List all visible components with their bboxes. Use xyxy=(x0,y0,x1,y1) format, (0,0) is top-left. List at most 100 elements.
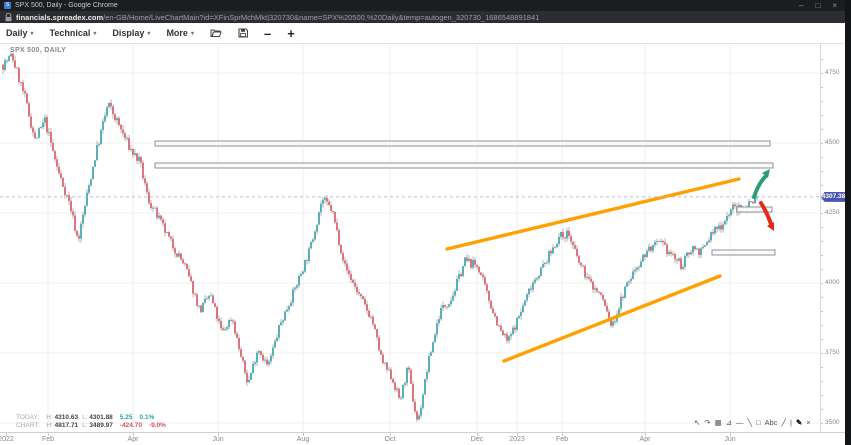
redo-tool-icon[interactable]: ↷ xyxy=(704,418,711,427)
today-low-label: L: xyxy=(82,414,88,421)
axes-tool-icon[interactable]: ⊿ xyxy=(725,418,732,427)
restore-button[interactable]: □ xyxy=(815,1,821,10)
price-axis-tick xyxy=(821,269,823,270)
chevron-down-icon: ▾ xyxy=(147,30,151,37)
price-axis-tick xyxy=(821,213,823,214)
chevron-down-icon: ▾ xyxy=(93,30,97,37)
zoom-in-button[interactable]: + xyxy=(287,25,295,41)
time-axis-tick xyxy=(48,433,49,436)
resistance-zone[interactable] xyxy=(711,249,776,256)
menu-technical[interactable]: Technical ▾ xyxy=(49,28,97,38)
time-axis-label: Jun xyxy=(212,436,224,443)
price-axis-tick xyxy=(821,143,823,144)
chart-change: -424.70 xyxy=(119,421,142,429)
ray-tool-icon[interactable]: ╱ xyxy=(781,418,786,427)
window-title: SPX 500, Daily - Google Chrome xyxy=(15,2,118,9)
today-stats-row: TODAY: H: 4310.63 L: 4301.88 5.25 0.1% xyxy=(16,414,166,422)
chart-area[interactable]: SPX 500, DAILY TODAY: H: 4310.63 L: 4301.8… xyxy=(0,44,820,432)
symbol-label: SPX 500, DAILY xyxy=(10,47,67,54)
bullish-arrow-head-icon[interactable] xyxy=(762,169,770,178)
price-axis-tick xyxy=(821,101,823,102)
hline-tool-icon[interactable]: — xyxy=(735,418,744,427)
window-titlebar: S SPX 500, Daily - Google Chrome – □ × xyxy=(0,0,851,11)
time-axis-label: Apr xyxy=(127,436,139,443)
rect-tool-icon[interactable]: □ xyxy=(756,418,761,427)
candles xyxy=(2,51,758,423)
time-axis-tick xyxy=(645,433,646,436)
resistance-zone[interactable] xyxy=(736,206,773,213)
trendline-tool-icon[interactable]: ╲ xyxy=(747,418,752,427)
bearish-arrow-head-icon[interactable] xyxy=(767,222,774,231)
time-axis-tick xyxy=(730,433,731,436)
chart-low-label: L: xyxy=(82,421,88,429)
close-button[interactable]: × xyxy=(832,1,837,10)
chart-label: CHART: xyxy=(16,421,40,429)
url-bar[interactable]: financials.spreadex.com/en-GB/Home/LiveC… xyxy=(0,11,851,23)
price-axis-tick xyxy=(821,381,823,382)
time-axis-label: Feb xyxy=(555,436,569,443)
price-axis-label: 4500 xyxy=(825,139,840,146)
save-chart-button[interactable] xyxy=(238,28,248,38)
time-axis[interactable]: 2022 Feb Apr Jun Aug Oct Dec 2023 Feb Apr Jun xyxy=(0,432,845,445)
price-axis-tick xyxy=(821,241,823,242)
time-axis-tick xyxy=(6,433,7,436)
resistance-zone[interactable] xyxy=(154,140,771,147)
open-chart-button[interactable] xyxy=(210,28,222,38)
price-axis-tick xyxy=(821,115,823,116)
delete-tool-icon[interactable]: × xyxy=(806,418,811,427)
menu-more[interactable]: More ▾ xyxy=(166,28,194,38)
minimize-button[interactable]: – xyxy=(799,1,804,10)
menu-daily[interactable]: Daily ▾ xyxy=(6,28,34,38)
menu-display[interactable]: Display ▾ xyxy=(112,28,151,38)
time-axis-tick xyxy=(390,433,391,436)
pencil-tool-icon[interactable]: ✎ xyxy=(795,418,803,427)
time-axis-label: Dec xyxy=(470,436,484,443)
chart-high-value: 4817.71 xyxy=(54,421,79,429)
candlestick-chart[interactable] xyxy=(0,44,820,432)
zoom-out-button[interactable]: – xyxy=(263,25,272,41)
price-axis-tick xyxy=(821,311,823,312)
trendline[interactable] xyxy=(445,177,741,251)
grid-tool-icon[interactable]: ▦ xyxy=(714,418,722,427)
cursor-tool-icon[interactable]: ↖ xyxy=(694,418,701,427)
price-axis-tick xyxy=(821,353,823,354)
time-axis-label: 2022 xyxy=(0,436,14,443)
current-price-badge: 4307.38 xyxy=(821,191,846,202)
price-axis-tick xyxy=(821,59,823,60)
chevron-down-icon: ▾ xyxy=(30,30,34,37)
ohlc-stats: TODAY: H: 4310.63 L: 4301.88 5.25 0.1% CHART… xyxy=(16,414,166,429)
time-axis-tick xyxy=(218,433,219,436)
today-label: TODAY: xyxy=(16,414,40,421)
resistance-zone[interactable] xyxy=(154,162,774,169)
price-axis-label: 4000 xyxy=(825,279,840,286)
text-tool-icon[interactable]: Abc xyxy=(764,418,778,427)
price-axis-tick xyxy=(821,157,823,158)
price-axis-tick xyxy=(821,199,823,200)
time-axis-label: 2023 xyxy=(509,436,525,443)
url-path: /en-GB/Home/LiveChartMain?id=XFinSprMchM… xyxy=(103,12,540,22)
time-axis-tick xyxy=(562,433,563,436)
chart-stats-row: CHART: H: 4817.71 L: 3489.97 -424.70 -9.0% xyxy=(16,422,166,430)
price-axis-label: 4750 xyxy=(825,69,840,76)
price-axis-label: 3750 xyxy=(825,349,840,356)
price-axis[interactable]: 4750 4500 4250 4000 3750 3500 4307.38 xyxy=(820,44,846,432)
chart-low-value: 3489.97 xyxy=(89,421,113,429)
chart-change-pct: -9.0% xyxy=(148,421,166,429)
trendline[interactable] xyxy=(502,274,722,363)
time-axis-tick xyxy=(133,433,134,436)
price-axis-tick xyxy=(821,395,823,396)
today-high-value: 4310.63 xyxy=(54,414,79,421)
price-axis-tick xyxy=(821,423,823,424)
time-axis-label: Apr xyxy=(639,436,651,443)
chart-high-label: H: xyxy=(46,421,53,429)
window-controls: – □ × xyxy=(799,0,837,11)
vline-tool-icon[interactable]: | xyxy=(789,418,792,427)
time-axis-label: Aug xyxy=(296,436,310,443)
bearish-arrow-icon[interactable] xyxy=(759,201,773,226)
drawing-toolbar: ↖ ↷ ▦ ⊿ — ╲ □ Abc ╱ | ✎ × xyxy=(694,418,811,427)
today-change: 5.25 xyxy=(119,414,133,421)
time-axis-tick xyxy=(517,433,518,436)
time-axis-tick xyxy=(303,433,304,436)
bullish-arrow-icon[interactable] xyxy=(752,175,767,199)
